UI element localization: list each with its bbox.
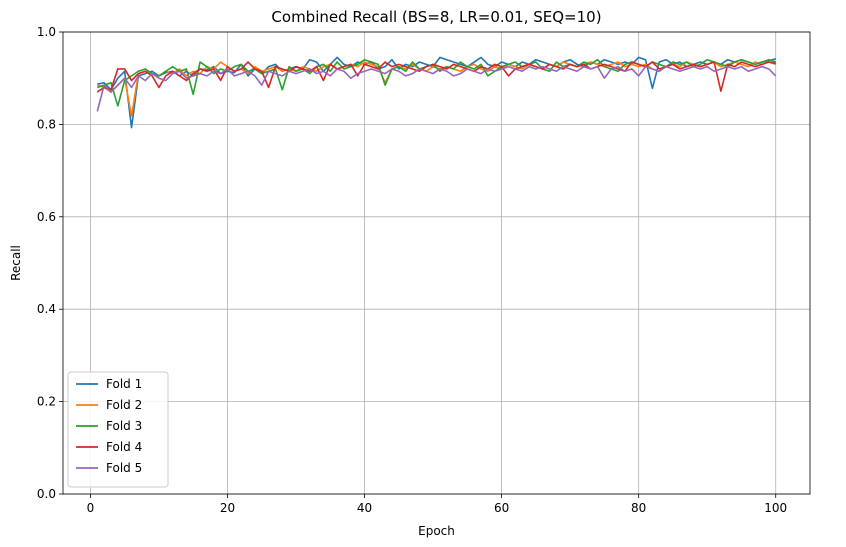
series-line-fold-5 (96, 65, 777, 112)
legend-box (67, 371, 169, 488)
grid (63, 31, 810, 495)
x-axis-label: Epoch (418, 524, 455, 538)
y-axis-label: Recall (9, 245, 23, 281)
y-tick-label: 0.4 (37, 302, 56, 316)
legend-label-fold-2: Fold 2 (106, 398, 142, 412)
plot-frame (62, 31, 811, 495)
x-tick-label: 80 (631, 501, 646, 515)
y-tick-label: 0.2 (37, 395, 56, 409)
y-axis-ticks: 0.0 0.2 0.4 0.6 0.8 1.0 (37, 25, 63, 501)
y-tick-label: 1.0 (37, 25, 56, 39)
x-tick-label: 20 (220, 501, 235, 515)
legend-label-fold-4: Fold 4 (106, 440, 142, 454)
legend: Fold 1 Fold 2 Fold 3 Fold 4 Fold 5 (67, 371, 169, 488)
series-layer (96, 56, 777, 129)
x-tick-label: 40 (357, 501, 372, 515)
x-tick-label: 60 (494, 501, 509, 515)
x-axis-ticks: 0 20 40 60 80 100 (87, 494, 787, 515)
y-tick-label: 0.8 (37, 117, 56, 131)
x-tick-label: 0 (87, 501, 95, 515)
legend-label-fold-5: Fold 5 (106, 461, 142, 475)
legend-label-fold-1: Fold 1 (106, 377, 142, 391)
chart-title: Combined Recall (BS=8, LR=0.01, SEQ=10) (271, 8, 601, 26)
y-tick-label: 0.6 (37, 210, 56, 224)
legend-label-fold-3: Fold 3 (106, 419, 142, 433)
y-tick-label: 0.0 (37, 487, 56, 501)
x-tick-label: 100 (764, 501, 787, 515)
series-line-fold-3 (97, 58, 776, 107)
series-line-fold-4 (96, 61, 776, 93)
